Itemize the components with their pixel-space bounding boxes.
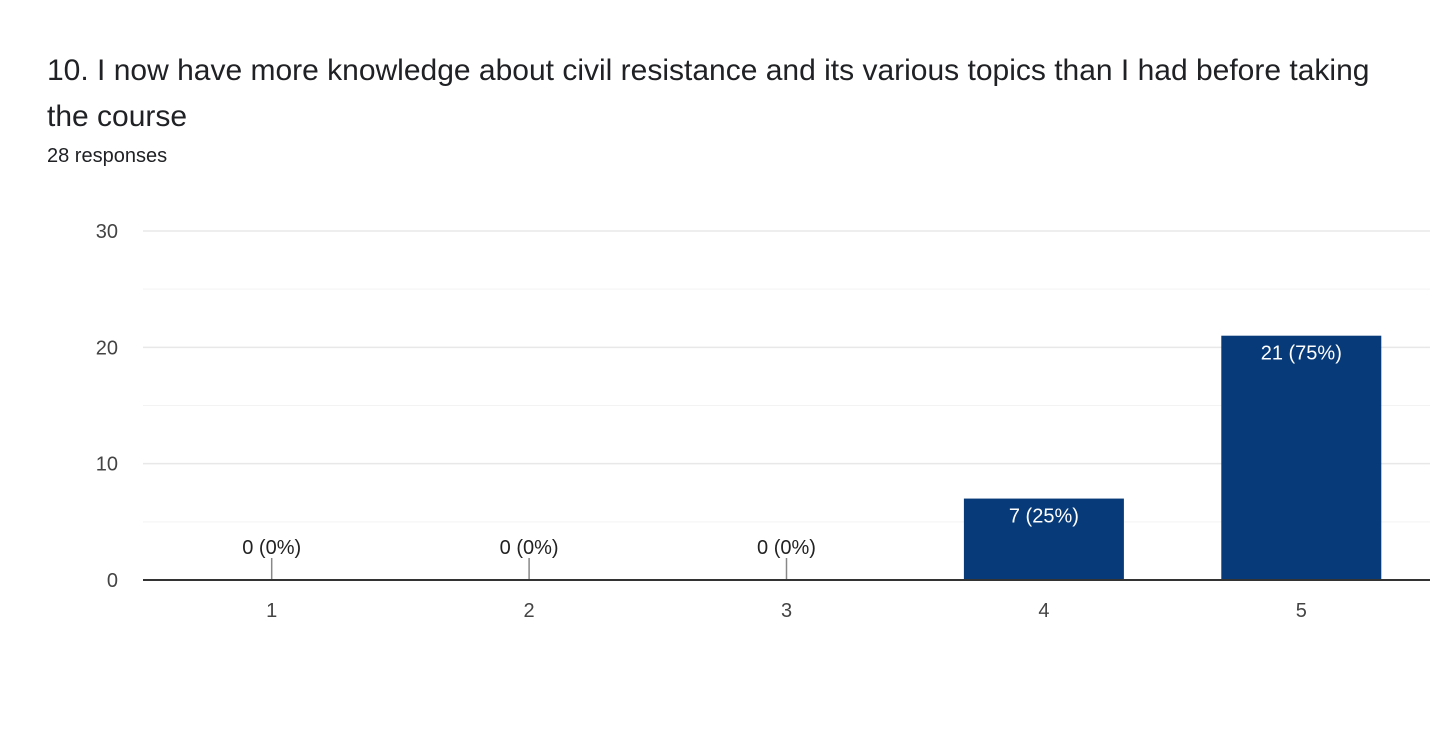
x-tick-label: 1 — [266, 600, 277, 622]
question-title: 10. I now have more knowledge about civi… — [47, 54, 1370, 133]
gridlines — [143, 230, 1430, 523]
bar — [1221, 335, 1382, 580]
axes: 0 10 20 30 1 2 3 4 5 — [96, 221, 1430, 622]
y-tick-label: 10 — [96, 454, 118, 476]
response-count: 28 responses — [47, 145, 168, 167]
bar — [963, 498, 1124, 580]
y-tick-label: 0 — [107, 570, 118, 592]
x-tick-label: 5 — [1296, 600, 1307, 622]
data-label: 7 (25%) — [1009, 506, 1079, 528]
data-label: 0 (0%) — [500, 537, 559, 559]
bars — [270, 335, 1382, 580]
data-label: 0 (0%) — [242, 537, 301, 559]
x-tick-label: 3 — [781, 600, 792, 622]
data-labels: 0 (0%) 0 (0%) 0 (0%) 7 (25%) 21 (75%) — [242, 343, 1342, 559]
x-tick-label: 2 — [524, 600, 535, 622]
y-tick-label: 20 — [96, 337, 118, 359]
data-label: 21 (75%) — [1261, 343, 1342, 365]
x-tick-label: 4 — [1038, 600, 1049, 622]
data-label: 0 (0%) — [757, 537, 816, 559]
y-tick-label: 30 — [96, 221, 118, 243]
